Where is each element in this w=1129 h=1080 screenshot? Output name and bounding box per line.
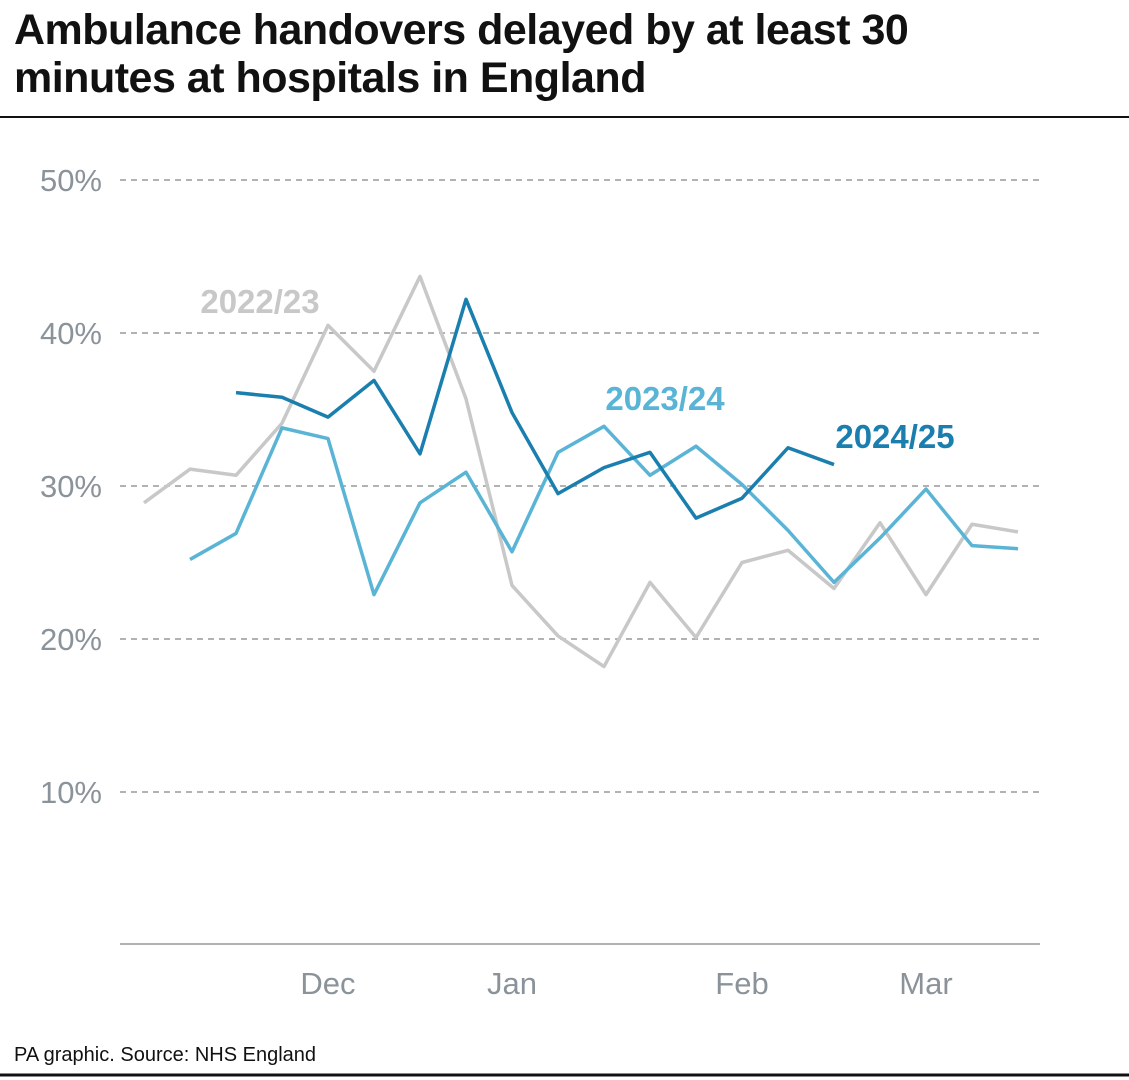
y-tick-label: 30% [40,469,102,504]
series-label: 2022/23 [200,283,319,320]
x-tick-label: Feb [715,966,768,1001]
y-tick-label: 20% [40,622,102,657]
y-tick-label: 10% [40,775,102,810]
x-tick-label: Dec [300,966,355,1001]
y-tick-label: 50% [40,163,102,198]
x-tick-label: Mar [899,966,952,1001]
x-tick-label: Jan [487,966,537,1001]
y-tick-label: 40% [40,316,102,351]
series-line [235,297,835,520]
series-line [189,424,1019,597]
series-label: 2024/25 [835,418,954,455]
title-box: Ambulance handovers delayed by at least … [14,6,909,102]
source: PA graphic. Source: NHS England [14,1044,316,1066]
series-line [142,274,1019,669]
series-label: 2023/24 [605,380,725,417]
chart-title: Ambulance handovers delayed by at least … [14,6,909,102]
